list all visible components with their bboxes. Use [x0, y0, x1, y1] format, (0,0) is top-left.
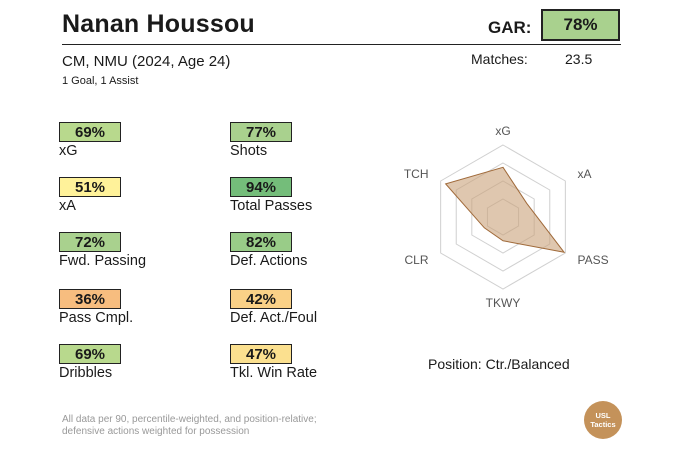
metric-xa-value: 51% — [59, 177, 121, 197]
player-name: Nanan Houssou — [62, 10, 255, 38]
player-subtitle: CM, NMU (2024, Age 24) — [62, 53, 231, 70]
metric-xa-label: xA — [59, 198, 76, 214]
position-label: Position: Ctr./Balanced — [428, 356, 570, 372]
metric-tkl-win-rate-label: Tkl. Win Rate — [230, 365, 318, 381]
logo-line-1: USL — [595, 411, 611, 420]
metric-dribbles-value: 69% — [59, 344, 121, 364]
gar-label: GAR: — [488, 18, 532, 37]
metric-pass-cmpl-value: 36% — [59, 289, 121, 309]
metric-fwd-passing-value: 72% — [59, 232, 121, 252]
metric-total-passes-label: Total Passes — [230, 198, 313, 214]
gar-value-badge: 78% — [541, 9, 620, 41]
radar-ring — [440, 144, 566, 290]
metric-tkl-win-rate: 47% Tkl. Win Rate — [230, 344, 317, 381]
radar-axis-label-tch: TCH — [404, 167, 429, 181]
metric-fwd-passing-label: Fwd. Passing — [59, 253, 147, 269]
metric-total-passes: 94% Total Passes — [230, 177, 312, 214]
matches-label: Matches: — [471, 51, 528, 67]
radar-axis-label-clr: CLR — [405, 253, 429, 267]
metric-dribbles-label: Dribbles — [59, 365, 113, 381]
footnote-line-2: defensive actions weighted for possessio… — [62, 426, 250, 437]
metric-pass-cmpl-label: Pass Cmpl. — [59, 310, 134, 326]
metric-xg: 69% xG — [59, 122, 121, 159]
metric-def-actions-label: Def. Actions — [230, 253, 308, 269]
metric-tkl-win-rate-value: 47% — [230, 344, 292, 364]
radar-axis-label-xa: xA — [577, 167, 591, 181]
metric-def-act-foul-value: 42% — [230, 289, 292, 309]
metric-def-actions: 82% Def. Actions — [230, 232, 307, 269]
radar-axis-label-xg: xG — [495, 124, 510, 138]
metric-def-act-foul: 42% Def. Act./Foul — [230, 289, 317, 326]
footnote-line-1: All data per 90, percentile-weighted, an… — [62, 414, 317, 425]
radar-series-shape — [444, 166, 566, 254]
header-divider — [62, 44, 621, 45]
matches-value: 23.5 — [565, 51, 593, 67]
radar-data — [444, 166, 566, 254]
metric-total-passes-value: 94% — [230, 177, 292, 197]
metric-fwd-passing: 72% Fwd. Passing — [59, 232, 146, 269]
footnote: All data per 90, percentile-weighted, an… — [62, 414, 362, 438]
metric-xa: 51% xA — [59, 177, 121, 214]
radar-chart: xG xA PASS TKWY CLR TCH — [404, 124, 609, 310]
radar-axis-label-pass: PASS — [577, 253, 608, 267]
metric-pass-cmpl: 36% Pass Cmpl. — [59, 289, 133, 326]
metric-shots-value: 77% — [230, 122, 292, 142]
usl-tactics-logo: USL Tactics — [584, 401, 622, 439]
metric-xg-label: xG — [59, 143, 78, 159]
metric-dribbles: 69% Dribbles — [59, 344, 121, 381]
radar-labels: xG xA PASS TKWY CLR TCH — [404, 124, 609, 310]
metric-shots-label: Shots — [230, 143, 268, 159]
radar-axis-label-tkwy: TKWY — [486, 296, 521, 310]
logo-line-2: Tactics — [590, 420, 616, 429]
metric-def-act-foul-label: Def. Act./Foul — [230, 310, 318, 326]
metric-def-actions-value: 82% — [230, 232, 292, 252]
metric-shots: 77% Shots — [230, 122, 292, 159]
goals-assists: 1 Goal, 1 Assist — [62, 75, 139, 87]
metric-xg-value: 69% — [59, 122, 121, 142]
